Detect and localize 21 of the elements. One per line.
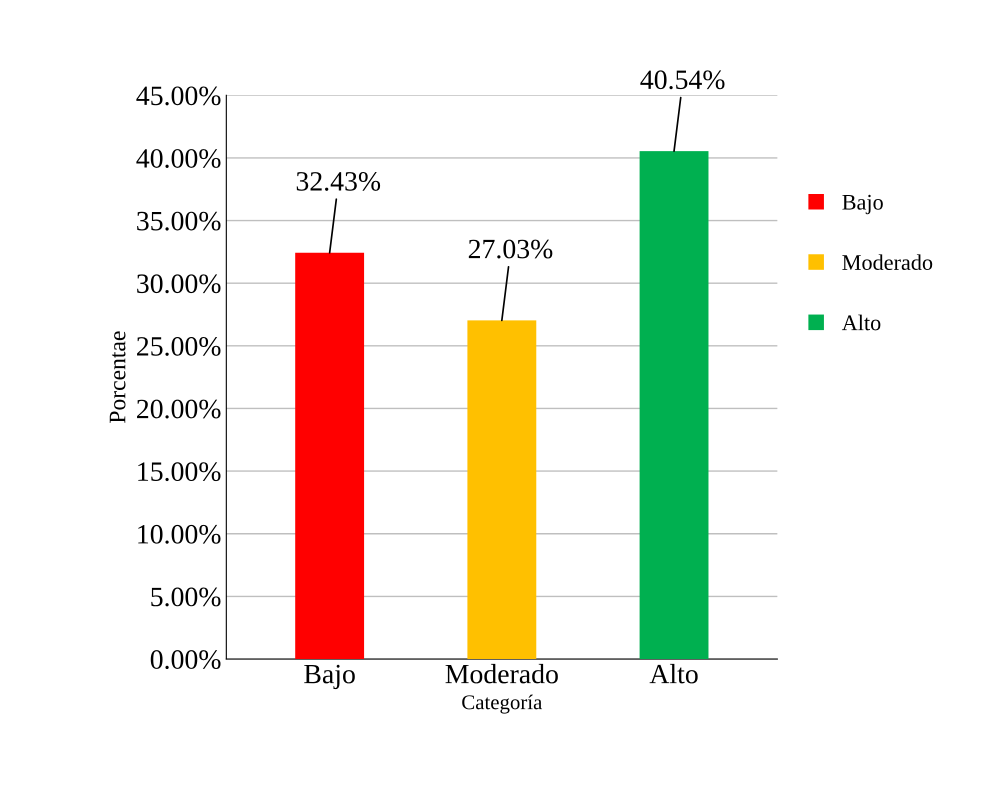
- legend-label: Alto: [842, 314, 880, 330]
- x-tick-label: Bajo: [304, 664, 355, 690]
- y-tick-label: 0.00%: [150, 650, 221, 670]
- y-tick-label: 35.00%: [137, 212, 221, 231]
- y-tick-label: 20.00%: [137, 400, 221, 418]
- y-axis-title: Porcentae: [110, 331, 126, 424]
- y-tick-label: 25.00%: [137, 336, 221, 356]
- data-label: 40.54%: [640, 70, 725, 90]
- y-tick-label: 30.00%: [137, 274, 221, 294]
- data-label: 27.03%: [468, 240, 552, 259]
- y-tick-label: 10.00%: [138, 524, 221, 544]
- x-tick-label: Alto: [650, 664, 698, 684]
- y-tick-label: 40.00%: [136, 149, 221, 168]
- x-tick-label: Moderado: [446, 664, 558, 684]
- legend-label: Moderado: [842, 254, 932, 270]
- data-label: 32.43%: [296, 172, 380, 191]
- y-tick-label: 45.00%: [136, 86, 221, 106]
- y-tick-label: 15.00%: [138, 462, 221, 482]
- legend-label: Bajo: [842, 194, 883, 214]
- y-tick-label: 5.00%: [151, 588, 221, 606]
- x-axis-title: Categoría: [462, 694, 542, 714]
